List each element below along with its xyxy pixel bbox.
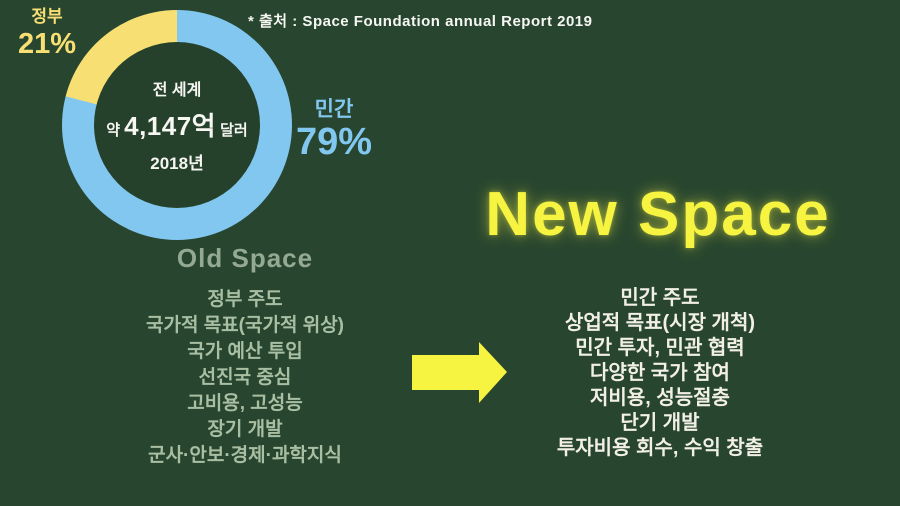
donut-center-amount-row: 약 4,147억 달러	[106, 106, 247, 143]
private-percentage: 79%	[295, 121, 373, 164]
arrow-right-icon	[412, 342, 507, 403]
source-note: * 출처 : Space Foundation annual Report 20…	[248, 13, 593, 30]
new-space-title: New Space	[485, 180, 831, 249]
old-space-item: 군사·안보·경제·과학지식	[148, 445, 342, 466]
new-space-item: 투자비용 회수, 수익 창출	[556, 437, 764, 459]
segment-label-government: 정부 21%	[14, 7, 80, 60]
new-space-item: 상업적 목표(시장 개척)	[564, 312, 756, 334]
private-label: 민간	[314, 98, 354, 121]
new-space-item: 저비용, 성능절충	[590, 387, 730, 409]
donut-center-year: 2018년	[150, 154, 204, 173]
old-space-item: 국가적 목표(국가적 위상)	[145, 315, 344, 336]
amount-suffix: 달러	[220, 122, 248, 139]
segment-label-private: 민간 79%	[294, 98, 374, 164]
government-percentage: 21%	[17, 27, 77, 60]
new-space-item: 민간 투자, 민관 협력	[575, 337, 745, 359]
old-space-item: 선진국 중심	[198, 367, 292, 388]
old-space-title: Old Space	[176, 243, 314, 273]
old-space-item: 장기 개발	[207, 419, 283, 440]
old-space-item: 고비용, 고성능	[187, 393, 303, 414]
donut-center-scope: 전 세계	[152, 82, 202, 99]
amount-value: 4,147억	[124, 111, 217, 141]
donut-chart: 전 세계 약 4,147억 달러 2018년	[62, 10, 292, 240]
new-space-item: 단기 개발	[620, 412, 700, 434]
donut-center: 전 세계 약 4,147억 달러 2018년	[94, 42, 260, 208]
amount-prefix: 약	[106, 122, 121, 139]
new-space-item: 다양한 국가 참여	[590, 362, 730, 384]
old-space-item: 국가 예산 투입	[187, 341, 303, 362]
old-space-item: 정부 주도	[207, 289, 283, 310]
new-space-item: 민간 주도	[620, 287, 700, 309]
government-label: 정부	[31, 7, 63, 26]
